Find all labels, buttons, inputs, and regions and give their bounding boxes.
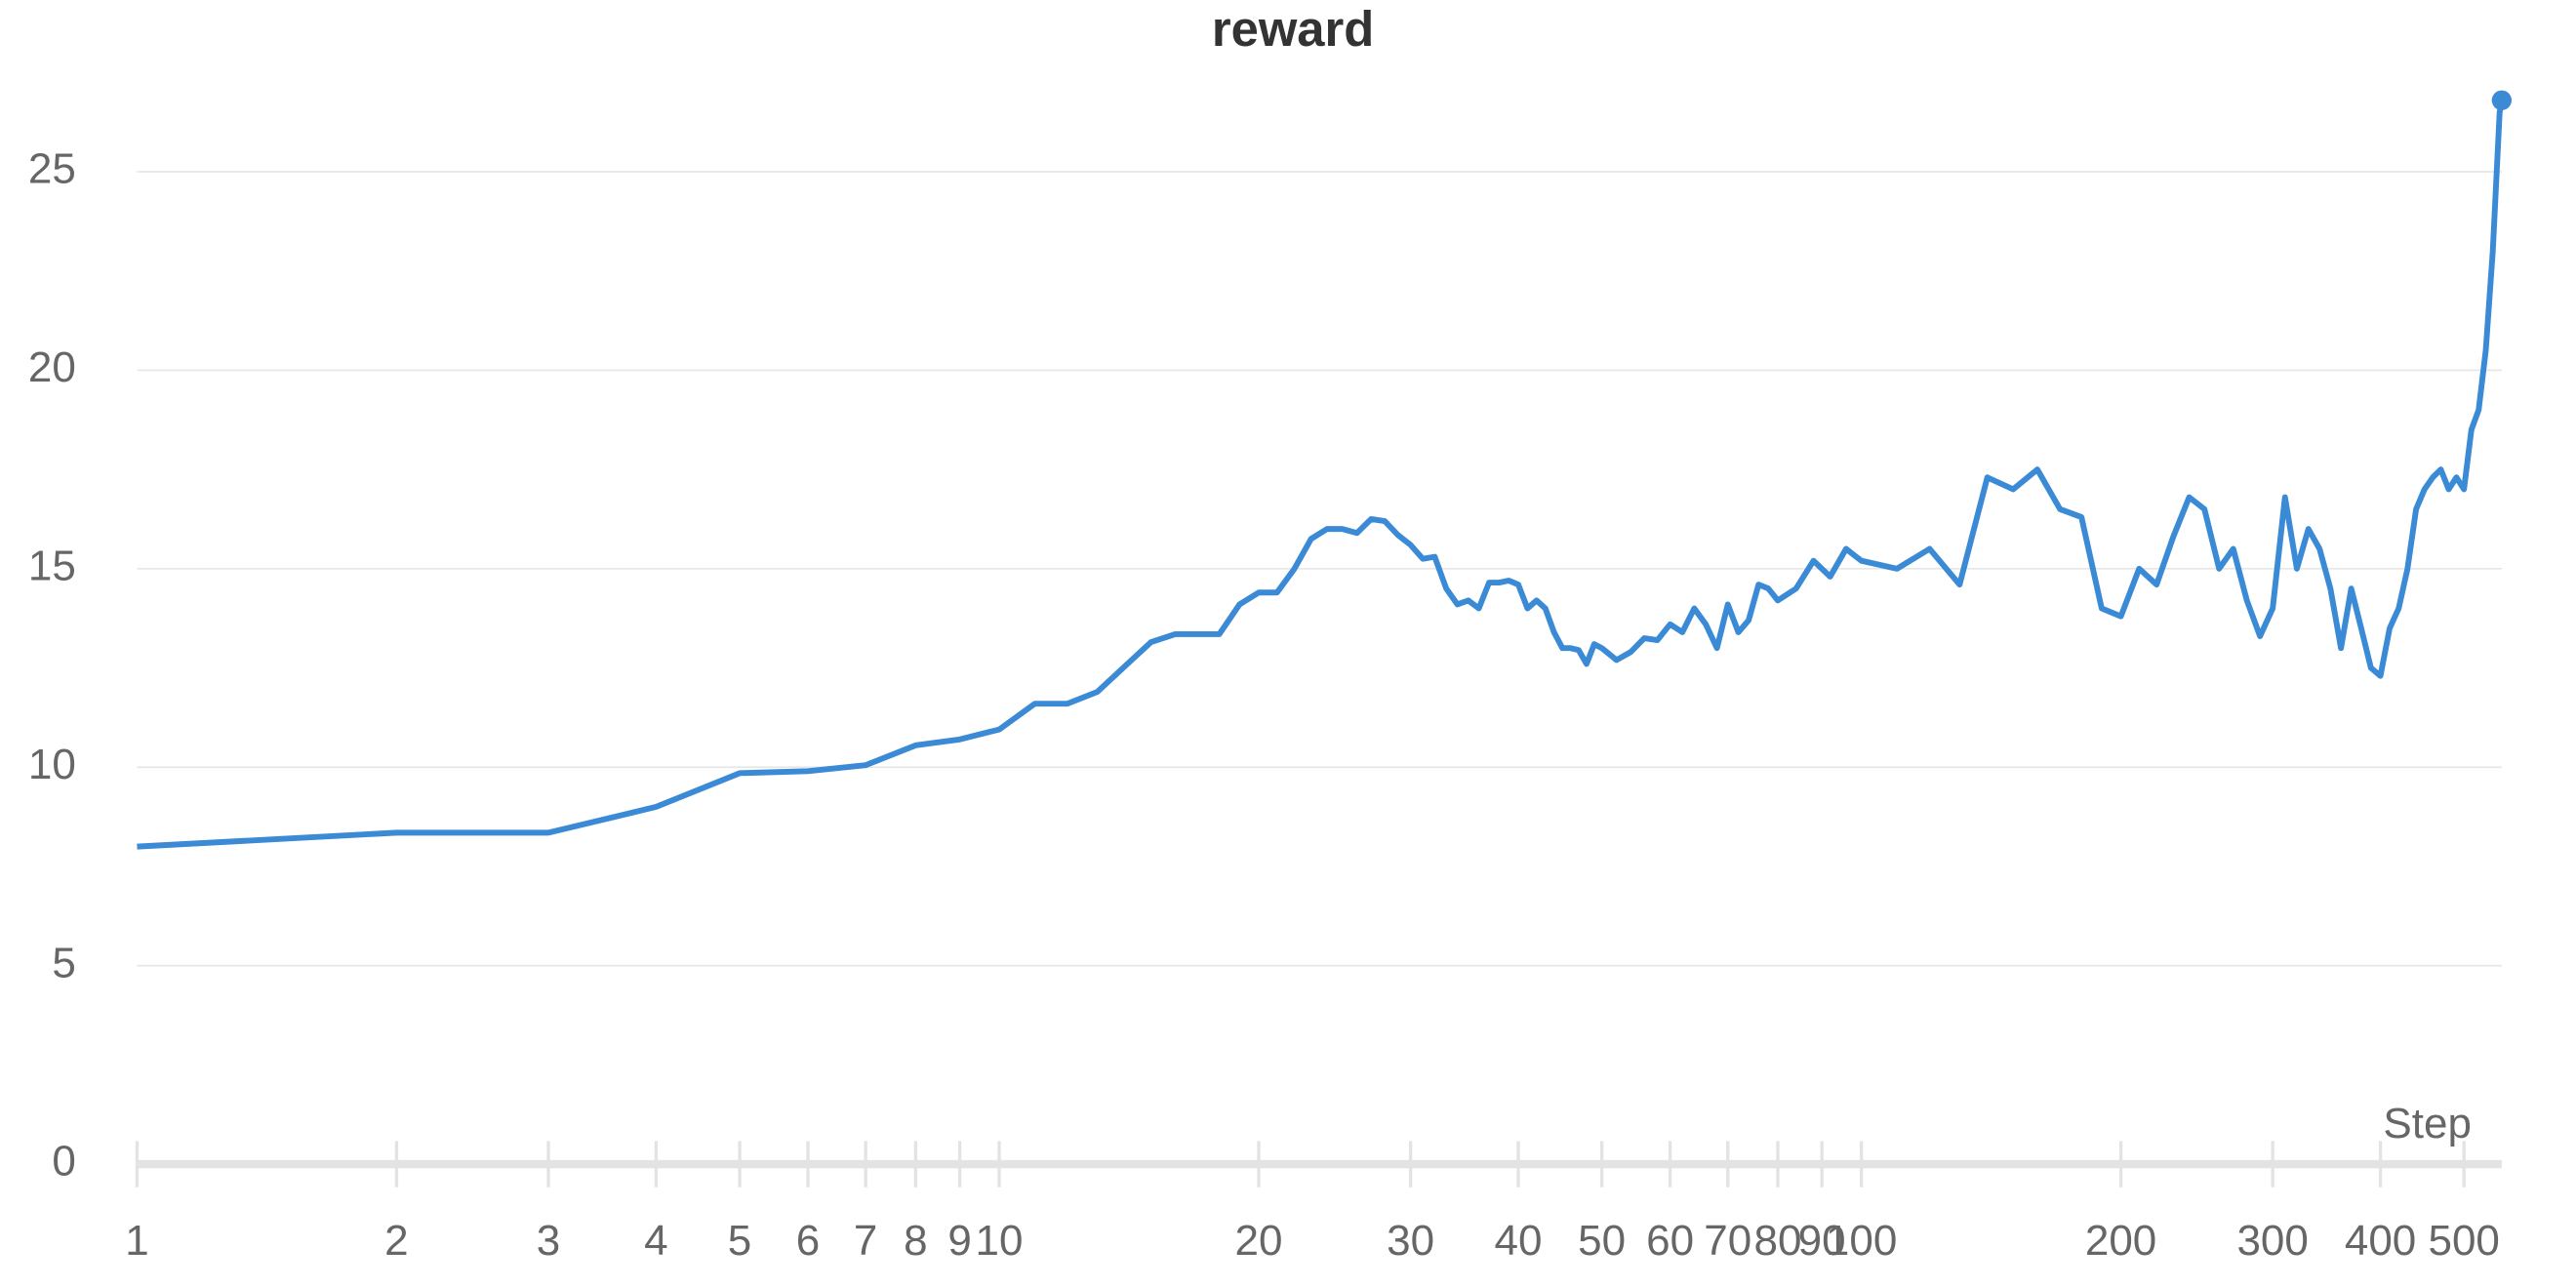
x-tick-label: 80 [1753,1217,1801,1265]
x-tick-label: 70 [1704,1217,1751,1265]
x-tick-label: 8 [904,1217,927,1265]
x-tick-label: 200 [2085,1217,2156,1265]
x-tick-label: 2 [384,1217,408,1265]
line [137,100,2505,850]
x-axis-label: Step [2383,1100,2472,1147]
x-tick-label: 10 [976,1217,1024,1265]
x-tick-label: 50 [1578,1217,1626,1265]
x-tick-label: 1 [125,1217,148,1265]
x-tick-label: 90 [1798,1217,1846,1265]
y-tick-label: 15 [28,542,76,589]
x-tick-label: 4 [644,1217,667,1265]
y-tick-label: 20 [28,343,76,391]
y-tick-label: 0 [52,1138,75,1186]
x-tick-label: 9 [947,1217,971,1265]
x-tick-label: 30 [1387,1217,1434,1265]
x-tick-label: 300 [2236,1217,2308,1265]
x-tick-label: 100 [1826,1217,1897,1265]
x-tick-label: 7 [854,1217,877,1265]
x-tick-label: 3 [537,1217,560,1265]
y-tick-label: 25 [28,145,76,193]
y-tick-label: 10 [28,741,76,788]
x-tick-label: 400 [2345,1217,2416,1265]
x-tick-label: 60 [1646,1217,1694,1265]
x-tick-label: 20 [1235,1217,1283,1265]
x-tick-label: 500 [2428,1217,2499,1265]
x-tick-label: 6 [796,1217,820,1265]
end-marker [2491,90,2512,110]
x-tick-label: 40 [1495,1217,1543,1265]
y-tick-label: 5 [52,939,75,986]
chart-title: reward [1212,1,1374,57]
x-tick-label: 5 [728,1217,751,1265]
